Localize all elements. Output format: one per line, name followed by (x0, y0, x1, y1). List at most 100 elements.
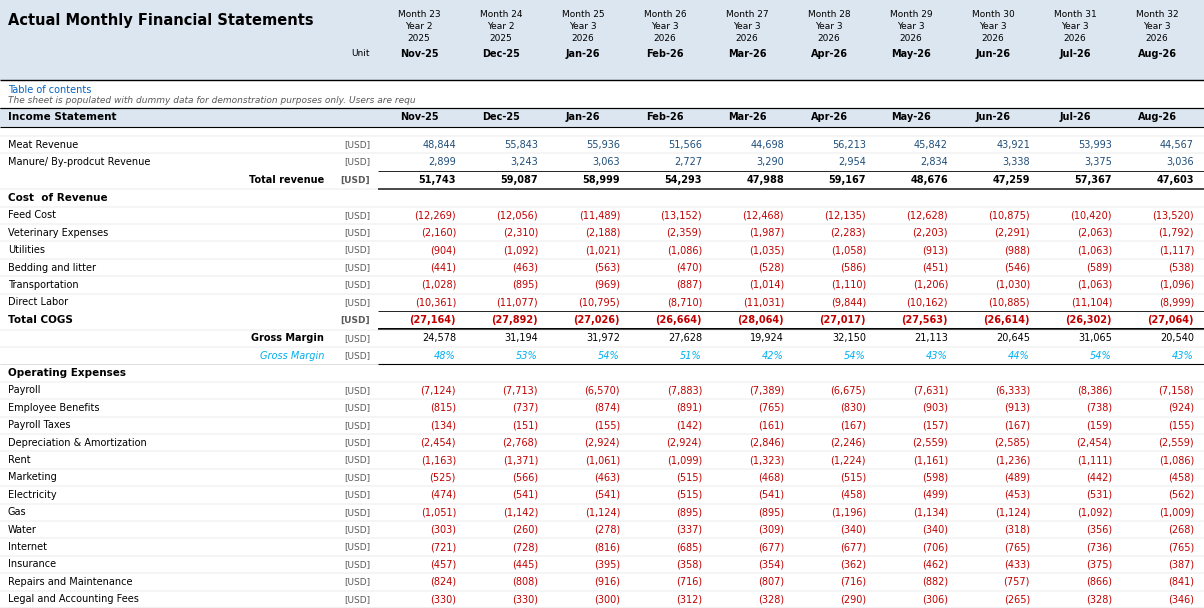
Text: [USD]: [USD] (344, 351, 370, 360)
Text: (866): (866) (1086, 577, 1112, 587)
Bar (0, 382, 1204, 399)
Text: Month 27: Month 27 (726, 10, 768, 19)
Text: (2,291): (2,291) (995, 228, 1029, 238)
Bar (0, 224, 1204, 241)
Text: (358): (358) (675, 559, 702, 570)
Text: (2,188): (2,188) (585, 228, 620, 238)
Text: Meat Revenue: Meat Revenue (8, 140, 78, 150)
Text: 47,603: 47,603 (1157, 175, 1194, 185)
Text: [USD]: [USD] (344, 386, 370, 395)
Text: (736): (736) (1086, 542, 1112, 552)
Text: (462): (462) (922, 559, 948, 570)
Text: Gas: Gas (8, 507, 26, 517)
Text: (807): (807) (757, 577, 784, 587)
Text: (586): (586) (840, 263, 866, 272)
Text: (1,092): (1,092) (1076, 507, 1112, 517)
Text: (895): (895) (675, 507, 702, 517)
Text: [USD]: [USD] (344, 211, 370, 220)
Text: [USD]: [USD] (344, 542, 370, 551)
Text: [USD]: [USD] (344, 263, 370, 272)
Text: (566): (566) (512, 472, 538, 483)
Bar (0, 207, 1204, 224)
Text: (10,162): (10,162) (907, 297, 948, 307)
Text: 48%: 48% (435, 351, 456, 361)
Text: [USD]: [USD] (344, 595, 370, 604)
Text: (28,064): (28,064) (737, 316, 784, 325)
Text: [USD]: [USD] (344, 525, 370, 534)
Text: 2,899: 2,899 (429, 157, 456, 167)
Text: Table of contents: Table of contents (8, 85, 92, 95)
Text: (458): (458) (1168, 472, 1194, 483)
Text: Jul-26: Jul-26 (1060, 112, 1091, 122)
Text: Rent: Rent (8, 455, 30, 465)
Text: (470): (470) (675, 263, 702, 272)
Text: 3,338: 3,338 (1003, 157, 1029, 167)
Text: (924): (924) (1168, 403, 1194, 413)
Text: (728): (728) (512, 542, 538, 552)
Text: 2026: 2026 (818, 34, 840, 43)
Text: (1,110): (1,110) (831, 280, 866, 290)
Text: Jun-26: Jun-26 (975, 112, 1010, 122)
Text: 51,566: 51,566 (668, 140, 702, 150)
Text: (716): (716) (675, 577, 702, 587)
Text: (589): (589) (1086, 263, 1112, 272)
Text: (988): (988) (1004, 245, 1029, 255)
Text: 44,567: 44,567 (1159, 140, 1194, 150)
Text: (1,014): (1,014) (749, 280, 784, 290)
Text: (1,124): (1,124) (585, 507, 620, 517)
Text: 24,578: 24,578 (421, 333, 456, 344)
Text: (562): (562) (1168, 490, 1194, 500)
Text: (2,359): (2,359) (667, 228, 702, 238)
Text: Marketing: Marketing (8, 472, 57, 483)
Text: (7,389): (7,389) (749, 385, 784, 395)
Text: (7,158): (7,158) (1158, 385, 1194, 395)
Text: 3,063: 3,063 (592, 157, 620, 167)
Text: Feb-26: Feb-26 (647, 49, 684, 59)
Bar (0, 503, 1204, 521)
Text: (808): (808) (512, 577, 538, 587)
Text: Year 3: Year 3 (897, 22, 925, 31)
Text: (1,987): (1,987) (749, 228, 784, 238)
Text: 54%: 54% (598, 351, 620, 361)
Text: 20,645: 20,645 (996, 333, 1029, 344)
Text: [USD]: [USD] (344, 298, 370, 307)
Text: 51,743: 51,743 (419, 175, 456, 185)
Text: (10,420): (10,420) (1070, 210, 1112, 220)
Text: Year 3: Year 3 (733, 22, 761, 31)
Text: (337): (337) (675, 525, 702, 534)
Text: (1,009): (1,009) (1158, 507, 1194, 517)
Text: (677): (677) (757, 542, 784, 552)
Text: (161): (161) (759, 420, 784, 430)
Text: 59,087: 59,087 (501, 175, 538, 185)
Bar (0, 171, 1204, 189)
Text: 31,065: 31,065 (1078, 333, 1112, 344)
Text: Operating Expenses: Operating Expenses (8, 368, 126, 378)
Text: (27,026): (27,026) (573, 316, 620, 325)
Text: 21,113: 21,113 (914, 333, 948, 344)
Text: (356): (356) (1086, 525, 1112, 534)
Text: (10,885): (10,885) (988, 297, 1029, 307)
Text: (882): (882) (922, 577, 948, 587)
Text: (441): (441) (430, 263, 456, 272)
Text: Jan-26: Jan-26 (566, 49, 601, 59)
Text: (303): (303) (430, 525, 456, 534)
Text: (12,468): (12,468) (743, 210, 784, 220)
Text: 2,727: 2,727 (674, 157, 702, 167)
Text: (2,768): (2,768) (502, 438, 538, 447)
Text: 2025: 2025 (490, 34, 513, 43)
Text: Gross Margin: Gross Margin (260, 351, 324, 361)
Text: (1,161): (1,161) (913, 455, 948, 465)
Text: (1,028): (1,028) (420, 280, 456, 290)
Text: 2,834: 2,834 (920, 157, 948, 167)
Text: (1,030): (1,030) (995, 280, 1029, 290)
Text: 2,954: 2,954 (838, 157, 866, 167)
Text: (26,614): (26,614) (984, 316, 1029, 325)
Bar (0, 590, 1204, 608)
Text: (1,021): (1,021) (585, 245, 620, 255)
Text: Utilities: Utilities (8, 245, 45, 255)
Bar (0, 486, 1204, 503)
Text: (1,124): (1,124) (995, 507, 1029, 517)
Text: [USD]: [USD] (341, 316, 370, 325)
Text: (7,713): (7,713) (502, 385, 538, 395)
Text: Jan-26: Jan-26 (566, 112, 601, 122)
